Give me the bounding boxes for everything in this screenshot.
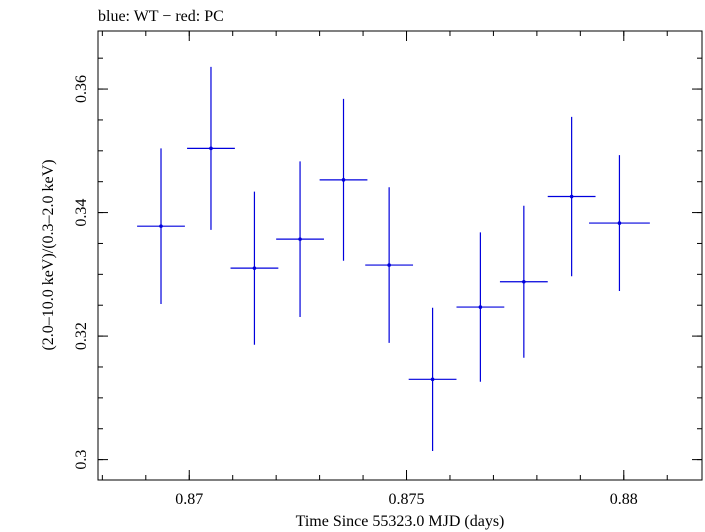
x-tick-label: 0.88 (610, 491, 638, 508)
point-marker (341, 178, 346, 182)
y-axis-label: (2.0–10.0 keV)/(0.3–2.0 keV) (40, 159, 57, 350)
point-marker (522, 279, 526, 284)
data-point (137, 148, 185, 304)
point-marker (159, 224, 163, 228)
point-marker (478, 305, 483, 309)
point-marker (252, 266, 257, 270)
data-point (365, 187, 414, 343)
data-point (187, 66, 235, 230)
x-axis-label: Time Since 55323.0 MJD (days) (296, 513, 505, 530)
point-marker (430, 377, 435, 382)
data-point (547, 116, 596, 277)
data-point (276, 161, 324, 317)
data-point (408, 307, 457, 451)
data-point (319, 98, 368, 261)
data-points (137, 66, 650, 451)
data-point (499, 205, 548, 358)
y-tick-label: 0.32 (73, 322, 90, 350)
point-marker (298, 237, 302, 241)
y-tick-label: 0.36 (73, 75, 90, 103)
data-point (230, 191, 279, 345)
point-marker (387, 263, 391, 267)
point-marker (617, 221, 622, 225)
x-tick-label: 0.875 (389, 491, 425, 508)
data-point (589, 155, 650, 292)
point-marker (569, 194, 574, 199)
plot-frame (97, 30, 703, 481)
x-tick-label: 0.87 (175, 491, 203, 508)
y-tick-label: 0.34 (73, 199, 90, 227)
data-point (456, 232, 505, 382)
point-marker (209, 146, 213, 151)
axis-ticks (98, 31, 702, 480)
y-tick-label: 0.3 (73, 450, 90, 470)
chart-title: blue: WT − red: PC (98, 8, 224, 25)
axis-tick-labels: 0.87 0.875 0.88 0.3 0.32 0.34 0.36 (73, 75, 638, 508)
